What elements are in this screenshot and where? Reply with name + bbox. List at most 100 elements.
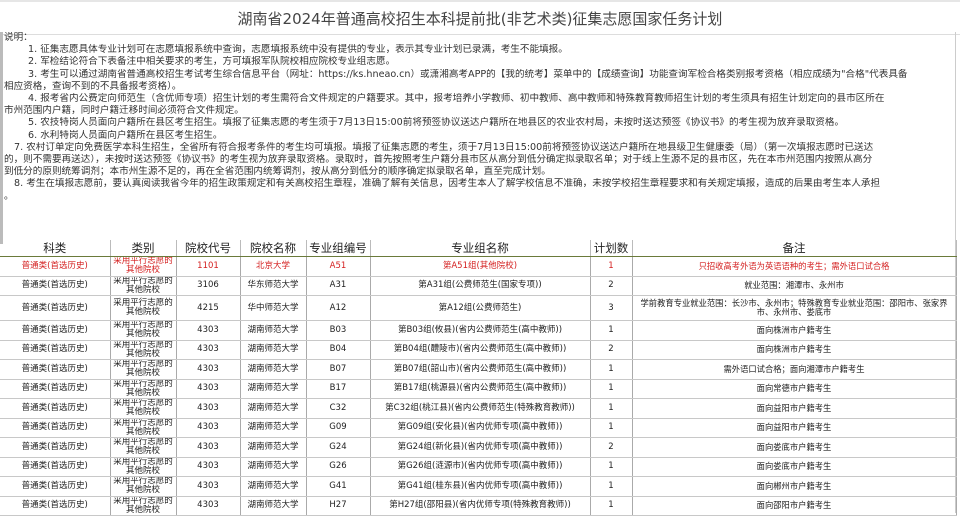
col-school-name-header: 院校名称 — [240, 240, 307, 257]
col-group-code-cell: A51 — [306, 256, 371, 277]
col-remarks-cell: 只招收高考外语为英语语种的考生；需外语口试合格 — [632, 256, 957, 277]
table-row: 普通类(首选历史) 采用平行志愿的其他院校 4303 湖南师范大学 G09 第G09组(安… — [0, 418, 957, 438]
col-group-name-cell: 第C32组(桃江县)(省内公费师范生(特殊教育教师)) — [370, 398, 591, 419]
col-subject-type-cell: 普通类(首选历史) — [0, 340, 111, 360]
col-plan-count-cell: 1 — [590, 320, 633, 341]
col-group-code-cell: A12 — [306, 295, 371, 321]
table-row: 普通类(首选历史) 采用平行志愿的其他院校 4303 湖南师范大学 B17 第B17组(桃… — [0, 379, 957, 399]
table-row: 普通类(首选历史) 采用平行志愿的其他院校 4215 华中师范大学 A12 第A12组(公… — [0, 295, 957, 321]
col-plan-count-cell: 1 — [590, 418, 633, 438]
col-school-code-cell: 3106 — [176, 276, 241, 296]
col-group-name-cell: 第G41组(桂东县)(省内优师专项(高中教师)) — [370, 476, 591, 497]
col-group-code-cell: G26 — [306, 457, 371, 477]
col-plan-count-cell: 1 — [590, 476, 633, 497]
col-school-name-cell: 湖南师范大学 — [240, 418, 307, 438]
col-subject-type-cell: 普通类(首选历史) — [0, 437, 111, 458]
table-row: 普通类(首选历史) 采用平行志愿的其他院校 4303 湖南师范大学 G24 第G24组(新… — [0, 437, 957, 458]
col-subject-type-cell: 普通类(首选历史) — [0, 359, 111, 380]
table-row: 普通类(首选历史) 采用平行志愿的其他院校 4303 湖南师范大学 H27 第H27组(邵… — [0, 496, 957, 516]
col-group-name-cell: 第B03组(攸县)(省内公费师范生(高中教师)) — [370, 320, 591, 341]
note-line: 的，则不需要再送达），未按时送达预签《协议书》的考生视为放弃录取资格。录取时，首… — [4, 154, 873, 166]
note-line: 到低分的原则统筹调剂；本市州生源不足的，再在全省范围内统筹调剂，按从高分到低分的… — [4, 166, 551, 178]
note-line: 市州范围内户籍，同时户籍迁移时间必须符合文件规定。 — [4, 105, 244, 117]
col-school-code-cell: 4303 — [176, 320, 241, 341]
col-subject-type-cell: 普通类(首选历史) — [0, 476, 111, 497]
col-remarks-cell: 面向娄底市户籍考生 — [632, 457, 957, 477]
col-school-code-cell: 4303 — [176, 398, 241, 419]
col-category-cell: 采用平行志愿的其他院校 — [110, 379, 177, 399]
col-category-header: 类别 — [110, 240, 177, 257]
document-title: 湖南省2024年普通高校招生本科提前批(非艺术类)征集志愿国家任务计划 — [0, 0, 960, 35]
col-group-name-cell: 第G26组(涟源市)(省内优师专项(高中教师)) — [370, 457, 591, 477]
col-school-code-cell: 4303 — [176, 418, 241, 438]
col-subject-type-cell: 普通类(首选历史) — [0, 418, 111, 438]
col-plan-count-cell: 1 — [590, 398, 633, 419]
left-border — [0, 32, 3, 244]
note-line: 3. 考生可以通过湖南省普通高校招生考试考生综合信息平台（网址：https://… — [28, 68, 908, 80]
col-plan-count-cell: 1 — [590, 457, 633, 477]
note-line: 4. 报考省内公费定向师范生（含优师专项）招生计划的考生需符合文件规定的户籍要求… — [28, 93, 885, 105]
table-row: 普通类(首选历史) 采用平行志愿的其他院校 1101 北京大学 A51 第A51组(其他院… — [0, 256, 957, 277]
plan-table: 科类 类别 院校代号 院校名称 专业组编号 专业组名称 计划数 备注 普通类(首选历史) 采用平… — [0, 240, 957, 516]
col-school-name-cell: 华中师范大学 — [240, 295, 307, 321]
col-remarks-cell: 就业范围：湘潭市、永州市 — [632, 276, 957, 296]
col-group-name-cell: 第A31组(公费师范生(国家专项)) — [370, 276, 591, 296]
note-line: 5. 农技特岗人员面向户籍所在县区考生招生。填报了征集志愿的考生须于7月13日1… — [28, 117, 845, 129]
table-header-row: 科类 类别 院校代号 院校名称 专业组编号 专业组名称 计划数 备注 — [0, 240, 957, 257]
col-subject-type-cell: 普通类(首选历史) — [0, 398, 111, 419]
table-row: 普通类(首选历史) 采用平行志愿的其他院校 4303 湖南师范大学 B04 第B04组(醴… — [0, 340, 957, 360]
col-remarks-cell: 学前教育专业就业范围：长沙市、永州市；特殊教育专业就业范围：邵阳市、张家界市、永… — [632, 295, 957, 321]
col-plan-count-cell: 1 — [590, 379, 633, 399]
col-school-name-cell: 湖南师范大学 — [240, 457, 307, 477]
note-line: 7. 农村订单定向免费医学本科生招生，全省所有符合报考条件的考生均可填报。填报了… — [14, 141, 874, 153]
table-row: 普通类(首选历史) 采用平行志愿的其他院校 4303 湖南师范大学 C32 第C32组(桃… — [0, 398, 957, 419]
col-group-code-cell: G24 — [306, 437, 371, 458]
col-remarks-cell: 面向益阳市户籍考生 — [632, 418, 957, 438]
col-group-code-cell: G09 — [306, 418, 371, 438]
col-category-cell: 采用平行志愿的其他院校 — [110, 295, 177, 321]
col-remarks-cell: 面向益阳市户籍考生 — [632, 398, 957, 419]
col-school-name-cell: 湖南师范大学 — [240, 320, 307, 341]
col-school-name-cell: 北京大学 — [240, 256, 307, 277]
col-school-name-cell: 湖南师范大学 — [240, 359, 307, 380]
col-school-name-cell: 湖南师范大学 — [240, 340, 307, 360]
col-school-code-cell: 4303 — [176, 437, 241, 458]
col-group-code-header: 专业组编号 — [306, 240, 371, 257]
col-subject-type-cell: 普通类(首选历史) — [0, 295, 111, 321]
col-plan-count-header: 计划数 — [590, 240, 633, 257]
col-category-cell: 采用平行志愿的其他院校 — [110, 457, 177, 477]
note-line: 8. 考生在填报志愿前，要认真阅读我省今年的招生政策规定和有关高校招生章程，准确… — [14, 178, 881, 190]
col-remarks-cell: 面向娄底市户籍考生 — [632, 437, 957, 458]
col-category-cell: 采用平行志愿的其他院校 — [110, 359, 177, 380]
col-school-name-cell: 湖南师范大学 — [240, 398, 307, 419]
col-group-name-cell: 第G09组(安化县)(省内优师专项(高中教师)) — [370, 418, 591, 438]
table-row: 普通类(首选历史) 采用平行志愿的其他院校 4303 湖南师范大学 B07 第B07组(韶… — [0, 359, 957, 380]
col-group-name-cell: 第B07组(韶山市)(省内公费师范生(高中教师)) — [370, 359, 591, 380]
col-plan-count-cell: 2 — [590, 437, 633, 458]
col-school-name-cell: 湖南师范大学 — [240, 437, 307, 458]
col-school-code-cell: 4303 — [176, 457, 241, 477]
col-group-name-cell: 第G24组(新化县)(省内优师专项(高中教师)) — [370, 437, 591, 458]
col-school-code-cell: 1101 — [176, 256, 241, 277]
col-plan-count-cell: 1 — [590, 359, 633, 380]
col-subject-type-cell: 普通类(首选历史) — [0, 320, 111, 341]
col-remarks-cell: 需外语口试合格；面向湘潭市户籍考生 — [632, 359, 957, 380]
note-line: 相应资格，查询不到的不具备报考资格）。 — [4, 80, 182, 92]
col-group-name-cell: 第A12组(公费师范生) — [370, 295, 591, 321]
col-category-cell: 采用平行志愿的其他院校 — [110, 418, 177, 438]
table-row: 普通类(首选历史) 采用平行志愿的其他院校 4303 湖南师范大学 G26 第G26组(涟… — [0, 457, 957, 477]
note-line: 6. 水利特岗人员面向户籍所在县区考生招生。 — [28, 129, 223, 141]
col-plan-count-cell: 1 — [590, 256, 633, 277]
col-school-code-cell: 4303 — [176, 340, 241, 360]
col-school-code-cell: 4303 — [176, 476, 241, 497]
col-group-code-cell: A31 — [306, 276, 371, 296]
col-subject-type-cell: 普通类(首选历史) — [0, 379, 111, 399]
notes-section: 说明： 1. 征集志愿具体专业计划可在志愿填报系统中查询，志愿填报系统中没有提供… — [4, 32, 954, 237]
table-row: 普通类(首选历史) 采用平行志愿的其他院校 4303 湖南师范大学 B03 第B03组(攸… — [0, 320, 957, 341]
col-category-cell: 采用平行志愿的其他院校 — [110, 476, 177, 497]
col-group-code-cell: B07 — [306, 359, 371, 380]
col-school-name-cell: 湖南师范大学 — [240, 379, 307, 399]
col-plan-count-cell: 3 — [590, 295, 633, 321]
col-remarks-cell: 面向常德市户籍考生 — [632, 379, 957, 399]
col-subject-type-cell: 普通类(首选历史) — [0, 256, 111, 277]
